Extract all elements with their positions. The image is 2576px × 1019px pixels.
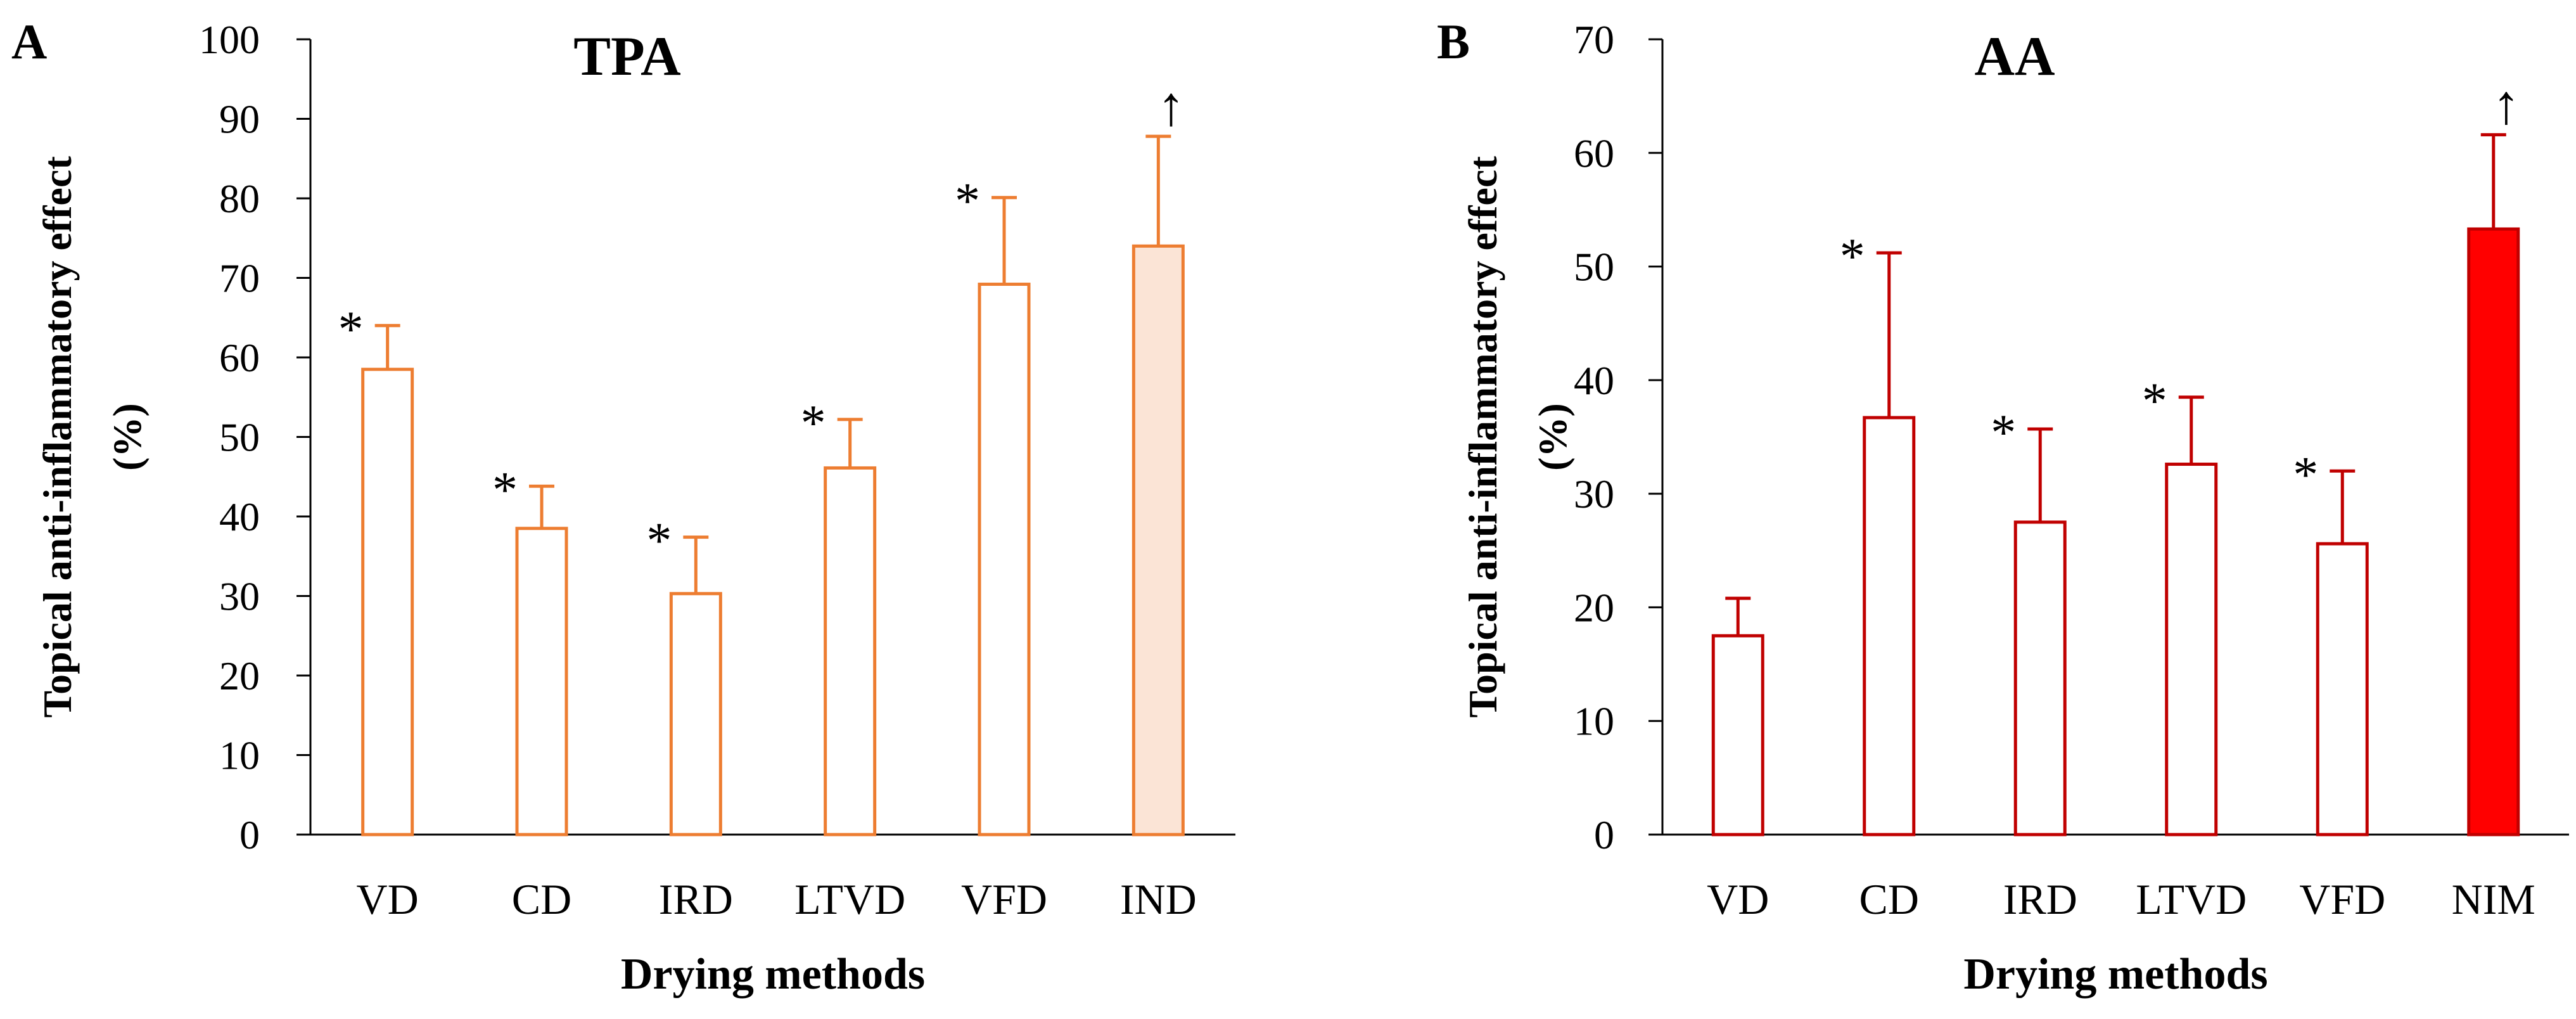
y-tick-label: 70 (219, 256, 260, 301)
y-tick-label: 20 (1574, 585, 1614, 630)
y-tick-label: 30 (1574, 471, 1614, 516)
y-tick-label: 50 (1574, 245, 1614, 290)
bar (978, 283, 1031, 836)
y-tick-label: 80 (219, 176, 260, 221)
x-tick-label: VFD (961, 875, 1047, 923)
y-tick-label: 90 (219, 97, 260, 142)
significance-marker: * (646, 513, 672, 569)
bar (515, 527, 568, 836)
significance-marker: * (2142, 373, 2167, 429)
y-tick-label: 10 (219, 733, 260, 778)
y-tick-label: 100 (199, 17, 260, 62)
significance-marker: * (801, 395, 826, 451)
bar (824, 466, 877, 836)
x-tick-label: LTVD (2136, 875, 2247, 923)
significance-marker: * (338, 302, 364, 357)
significance-marker: * (1991, 405, 2016, 461)
x-tick-label: VFD (2299, 875, 2385, 923)
y-tick-label: 60 (219, 335, 260, 380)
y-tick-label: 70 (1574, 17, 1614, 62)
x-tick-label: VD (1707, 875, 1769, 923)
significance-marker: * (1840, 229, 1865, 285)
bar (1863, 416, 1916, 836)
significance-marker: * (2293, 447, 2318, 503)
y-tick-label: 0 (239, 812, 260, 857)
y-axis-title: Topical anti-inflammatory effect (35, 156, 80, 718)
x-tick-label: IND (1120, 875, 1197, 923)
x-tick-label: NIM (2452, 875, 2535, 923)
x-tick-label: VD (357, 875, 419, 923)
significance-marker: * (955, 174, 980, 229)
bar (361, 368, 414, 836)
y-tick-label: 20 (219, 653, 260, 698)
y-tick-label: 60 (1574, 131, 1614, 176)
significance-marker: * (492, 462, 518, 518)
panel-a-chart: A TPA 0 10 20 30 40 50 60 70 80 90 100 Topical anti-i… (11, 14, 1235, 999)
x-axis-title: Drying methods (1963, 950, 2267, 999)
y-tick-label: 0 (1594, 812, 1614, 857)
y-axis-title-unit: (%) (1530, 403, 1575, 471)
x-tick-label: CD (1859, 875, 1919, 923)
y-tick-label: 10 (1574, 699, 1614, 744)
y-tick-label: 40 (1574, 358, 1614, 403)
significance-arrow: ↑ (2492, 75, 2520, 136)
x-tick-label: IRD (2003, 875, 2077, 923)
y-axis-title-unit: (%) (105, 403, 150, 471)
y-tick-label: 40 (219, 494, 260, 539)
panel-b-chart: B AA 0 10 20 30 40 50 60 70 Topical anti-inflammat… (1437, 14, 2569, 999)
panel-letter: B (1437, 14, 1470, 69)
chart-title: TPA (573, 26, 680, 87)
bar (2316, 542, 2369, 836)
y-tick-label: 50 (219, 415, 260, 460)
y-tick-label: 30 (219, 574, 260, 619)
x-tick-label: IRD (659, 875, 733, 923)
chart-title: AA (1974, 26, 2055, 87)
bar (1132, 244, 1185, 836)
bar (1711, 634, 1764, 836)
panel-letter: A (11, 14, 47, 69)
bar (669, 592, 722, 836)
bar (2467, 227, 2520, 836)
bar (2165, 463, 2218, 836)
x-tick-label: LTVD (794, 875, 905, 923)
y-axis-title: Topical anti-inflammatory effect (1460, 156, 1505, 718)
x-tick-label: CD (512, 875, 571, 923)
x-axis-title: Drying methods (621, 950, 925, 999)
significance-arrow: ↑ (1157, 76, 1185, 138)
bar (2013, 520, 2067, 836)
